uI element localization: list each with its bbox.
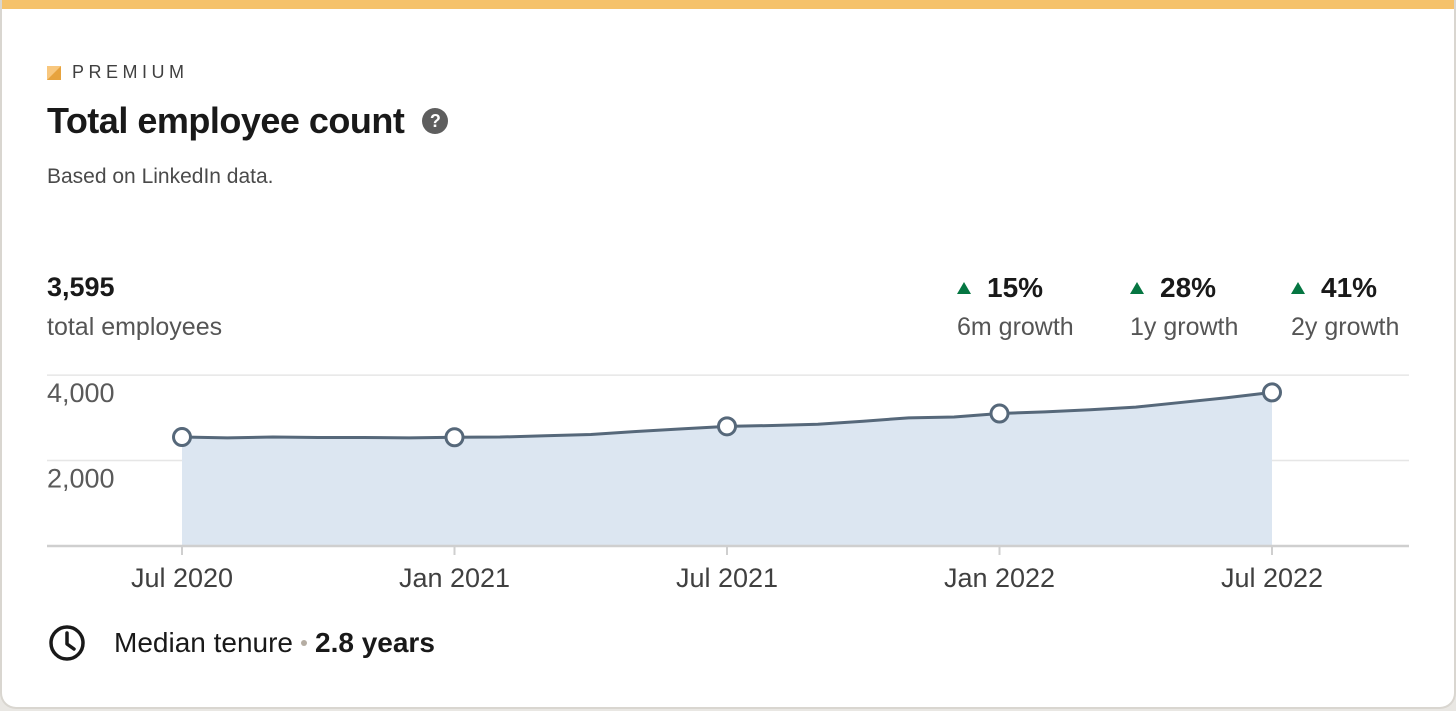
premium-accent-bar [2,0,1454,9]
employee-count-chart: 4,000 2,000 Jul 2020 Jan 2021 Jul 2021 Jan 20… [47,374,1409,593]
subtitle: Based on LinkedIn data. [47,165,274,188]
growth-1y-value: 28% [1160,272,1217,303]
data-point [172,427,192,448]
growth-2y: 41% 2y growth [1291,272,1399,342]
premium-label: PREMIUM [72,62,189,82]
data-point [717,416,737,437]
total-employees-value: 3,595 [47,272,115,302]
growth-1y-label: 1y growth [1130,313,1239,341]
separator-dot [301,640,308,646]
up-triangle-icon [1291,282,1305,294]
clock-icon [49,625,85,661]
data-point [989,403,1010,424]
x-tick-label: Jul 2020 [131,563,233,593]
up-triangle-icon [1130,282,1144,294]
data-point [444,427,465,448]
premium-badge: PREMIUM [47,62,189,83]
growth-6m-label: 6m growth [957,313,1074,341]
growth-1y: 28% 1y growth [1130,272,1238,342]
title-row: Total employee count ? [47,100,449,142]
page-title: Total employee count [47,100,405,141]
x-tick-label: Jan 2021 [399,563,510,593]
x-tick-label: Jul 2021 [676,563,778,593]
growth-2y-label: 2y growth [1291,313,1400,341]
up-triangle-icon [957,282,971,294]
growth-2y-value: 41% [1321,272,1378,303]
x-tick-label: Jul 2022 [1221,563,1323,593]
area-fill [182,392,1272,546]
premium-badge-icon [47,65,61,80]
y-tick-label: 4,000 [47,378,115,408]
total-employees-label: total employees [47,313,223,341]
median-tenure: Median tenure 2.8 years [48,624,435,662]
growth-6m: 15% 6m growth [957,272,1074,342]
data-point [1262,382,1282,403]
y-tick-label: 2,000 [47,464,115,494]
x-tick-label: Jan 2022 [944,563,1055,593]
growth-6m-value: 15% [987,272,1044,303]
median-tenure-label: Median tenure [114,627,294,658]
help-icon[interactable]: ? [422,108,449,134]
median-tenure-value: 2.8 years [315,627,435,658]
